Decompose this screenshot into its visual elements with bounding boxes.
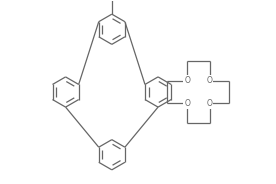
Text: O: O	[207, 99, 213, 108]
Text: O: O	[207, 76, 213, 85]
Text: O: O	[184, 99, 190, 108]
Text: O: O	[184, 76, 190, 85]
